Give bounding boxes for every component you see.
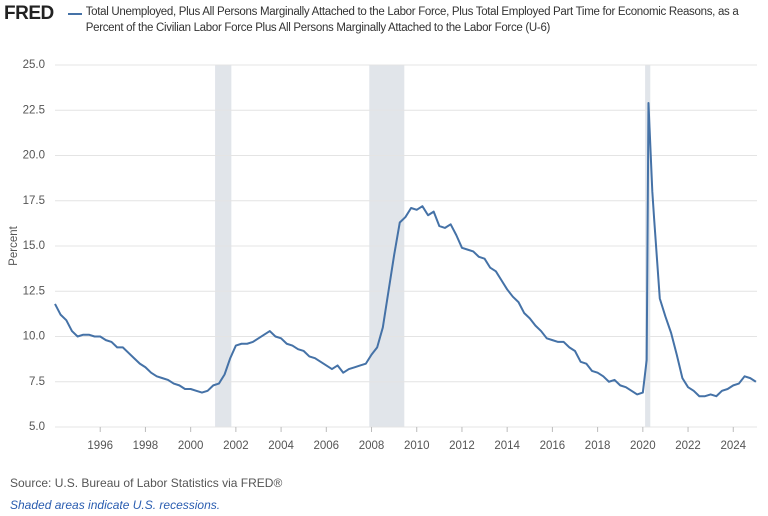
x-tick-label: 2016 (540, 440, 566, 452)
x-tick-label: 2012 (449, 440, 475, 452)
x-tick-label: 2002 (223, 440, 249, 452)
logo[interactable]: FRED (4, 3, 54, 24)
y-tick-label: 25.0 (23, 59, 45, 71)
y-tick-label: 10.0 (23, 331, 45, 343)
y-tick-label: 7.5 (29, 376, 45, 388)
legend-swatch (67, 13, 82, 15)
y-tick-label: 20.0 (23, 150, 45, 162)
y-tick-label: 12.5 (23, 285, 45, 297)
x-tick-label: 2018 (585, 440, 611, 452)
x-tick-label: 2014 (494, 440, 520, 452)
note: Shaded areas indicate U.S. recessions. (10, 498, 221, 512)
x-tick-label: 2006 (314, 440, 340, 452)
x-tick-label: 2024 (720, 440, 746, 452)
x-tick-label: 2020 (630, 440, 656, 452)
y-tick-label: 5.0 (29, 421, 45, 433)
source: Source: U.S. Bureau of Labor Statistics … (10, 476, 283, 490)
x-tick-label: 2008 (359, 440, 385, 452)
x-tick-label: 1996 (87, 440, 113, 452)
y-tick-label: 22.5 (23, 104, 45, 116)
x-tick-label: 2022 (675, 440, 701, 452)
x-tick-label: 2004 (268, 440, 294, 452)
y-tick-label: 15.0 (23, 240, 45, 252)
x-tick-label: 1998 (133, 440, 159, 452)
x-tick-label: 2010 (404, 440, 430, 452)
header: FRED Total Unemployed, Plus All Persons … (4, 4, 764, 36)
data-line (54, 102, 757, 398)
legend-label: Total Unemployed, Plus All Persons Margi… (85, 6, 739, 34)
x-tick-label: 2000 (178, 440, 204, 452)
y-axis-label: Percent (8, 225, 20, 265)
y-tick-label: 17.5 (23, 195, 45, 207)
